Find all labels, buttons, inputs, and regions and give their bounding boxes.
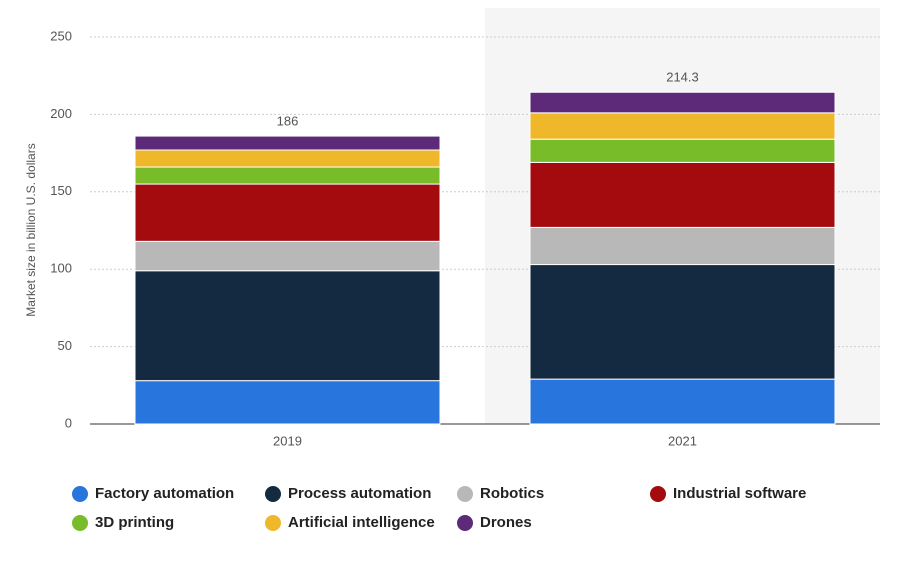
legend-label: Factory automation: [95, 485, 234, 502]
y-tick-label: 100: [50, 261, 72, 276]
legend-label: Industrial software: [673, 485, 806, 502]
x-tick-label: 2019: [273, 433, 302, 448]
legend-label: 3D printing: [95, 514, 174, 531]
bar-segment: [529, 91, 836, 114]
bar-segment: [134, 380, 441, 425]
y-tick-label: 150: [50, 183, 72, 198]
bar-segment: [529, 112, 836, 140]
legend-marker: [457, 486, 473, 502]
legend-marker: [265, 486, 281, 502]
x-tick-label: 2021: [668, 433, 697, 448]
y-tick-label: 200: [50, 106, 72, 121]
y-tick-label: 50: [58, 338, 72, 353]
bar-segment: [529, 264, 836, 380]
bar-segment: [134, 270, 441, 382]
legend-label: Process automation: [288, 485, 431, 502]
legend-label: Drones: [480, 514, 532, 531]
bar-segment: [529, 138, 836, 163]
legend-marker: [457, 515, 473, 531]
bar-segment: [529, 161, 836, 228]
legend-label: Artificial intelligence: [288, 514, 435, 531]
bar-segment: [134, 149, 441, 168]
legend-marker: [72, 515, 88, 531]
bar-segment: [529, 226, 836, 266]
legend-marker: [650, 486, 666, 502]
total-label: 214.3: [666, 70, 699, 85]
y-tick-label: 250: [50, 28, 72, 43]
bar-segment: [529, 378, 836, 425]
bar-segment: [134, 240, 441, 272]
total-label: 186: [277, 114, 299, 129]
legend-label: Robotics: [480, 485, 544, 502]
bar-segment: [134, 183, 441, 242]
legend-marker: [265, 515, 281, 531]
legend-marker: [72, 486, 88, 502]
bar-segment: [134, 135, 441, 151]
y-tick-label: 0: [65, 415, 72, 430]
bar-segment: [134, 166, 441, 185]
y-axis-label: Market size in billion U.S. dollars: [24, 143, 38, 316]
